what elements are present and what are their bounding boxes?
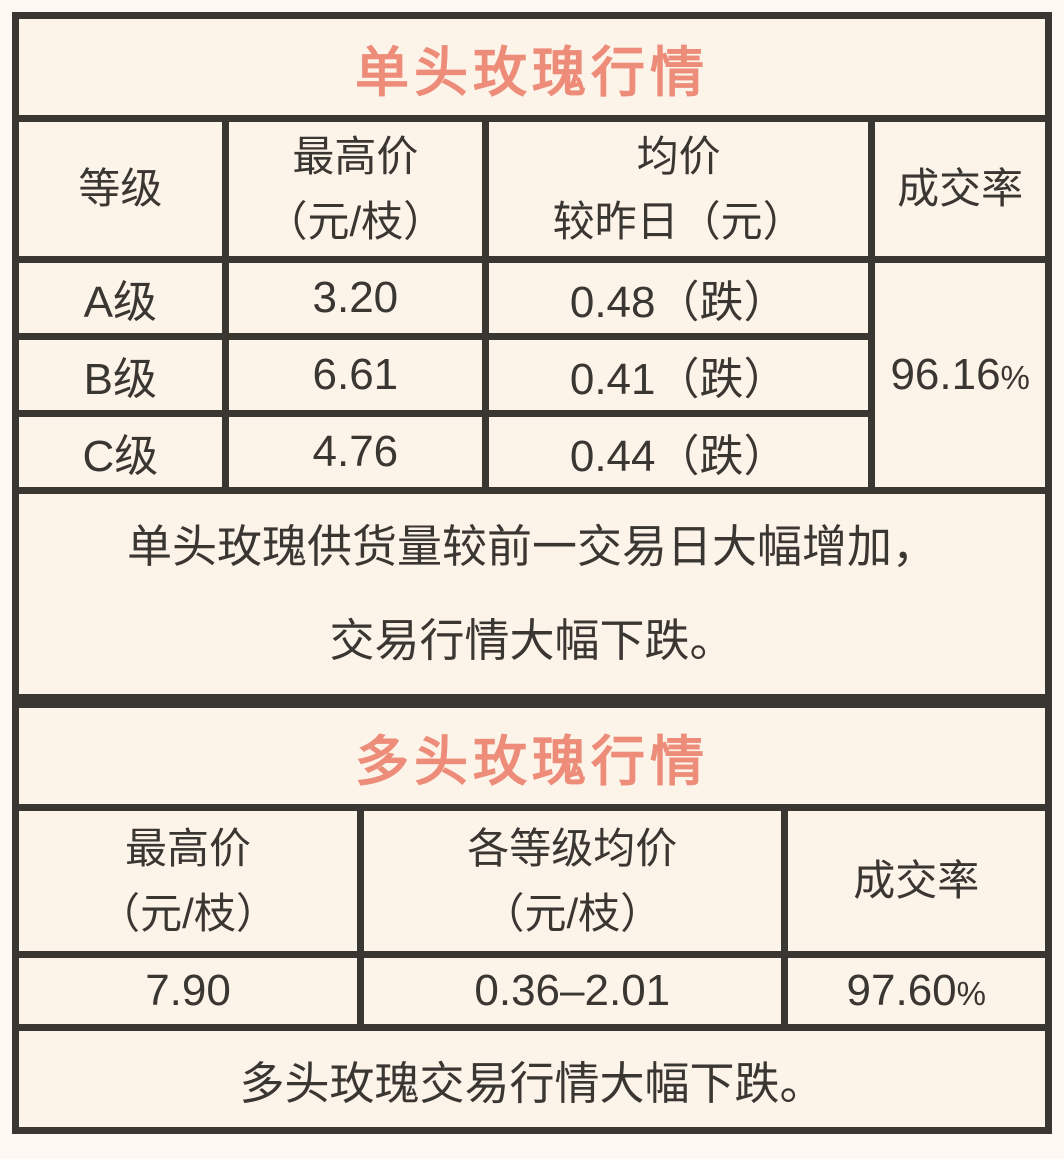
table-row: 最高价 （元/枝） 各等级均价 （元/枝） 成交率 [11, 804, 1053, 958]
col-header-grade-avg-price-line2: （元/枝） [482, 890, 663, 937]
single-head-table-title: 单头玫瑰行情 [12, 12, 1052, 122]
col-header-grade-avg-price: 各等级均价 （元/枝） [357, 804, 788, 958]
single-head-rate: 96.16% [868, 256, 1052, 494]
col-header-grade-avg-price-line1: 各等级均价 [467, 824, 678, 872]
table-row: C级 4.76 0.44（跌） [12, 410, 1049, 494]
table-row: 多头玫瑰交易行情大幅下跌。 [12, 1024, 1052, 1134]
col-header-max-price: 最高价 （元/枝） [221, 115, 490, 263]
multi-head-max-price: 7.90 [11, 951, 365, 1031]
single-head-rate-unit: % [1000, 359, 1030, 396]
col-header-max-price-line1: 最高价 [292, 132, 419, 180]
multi-head-rate-value: 97.60 [846, 966, 957, 1015]
table-row: 7.90 0.36–2.01 97.60% [11, 951, 1053, 1031]
col-header-rate-2: 成交率 [780, 804, 1053, 958]
col-header-rate: 成交率 [868, 115, 1052, 263]
col-header-avg-price-line2: 较昨日（元） [552, 198, 805, 245]
col-header-max-price-2: 最高价 （元/枝） [11, 804, 365, 958]
table-row: 单头玫瑰供货量较前一交易日大幅增加， 交易行情大幅下跌。 [12, 487, 1052, 701]
single-head-rate-value: 96.16 [890, 350, 1001, 399]
multi-head-table-title: 多头玫瑰行情 [12, 701, 1052, 811]
table-row: 等级 最高价 （元/枝） 均价 较昨日（元） 成交率 [12, 115, 1052, 263]
col-header-max-price-2-line1: 最高价 [125, 824, 252, 872]
grade-a-avg-change: 0.48（跌） [481, 256, 876, 340]
col-header-avg-price-line1: 均价 [636, 132, 721, 180]
single-head-note: 单头玫瑰供货量较前一交易日大幅增加， 交易行情大幅下跌。 [12, 487, 1052, 701]
table-row: B级 6.61 0.41（跌） [12, 333, 1049, 417]
single-head-rose-table: 单头玫瑰行情 等级 最高价 （元/枝） 均价 较昨日（元） 成交率 A级 3.2… [12, 12, 1052, 701]
multi-head-rate: 97.60% [780, 951, 1053, 1031]
grade-a-max-price: 3.20 [221, 256, 490, 340]
table-row: 多头玫瑰行情 [12, 701, 1052, 811]
grade-c-avg-change: 0.44（跌） [481, 410, 876, 494]
single-head-note-line2: 交易行情大幅下跌。 [329, 615, 735, 666]
single-head-note-line1: 单头玫瑰供货量较前一交易日大幅增加， [126, 520, 937, 572]
col-header-max-price-2-line2: （元/枝） [98, 890, 278, 937]
grade-c-label: C级 [12, 410, 229, 494]
col-header-grade: 等级 [12, 115, 229, 263]
grade-b-avg-change: 0.41（跌） [481, 333, 876, 417]
multi-head-rate-unit: % [956, 975, 986, 1012]
rose-market-report: 单头玫瑰行情 等级 最高价 （元/枝） 均价 较昨日（元） 成交率 A级 3.2… [11, 12, 1053, 1134]
multi-head-rose-table: 多头玫瑰行情 最高价 （元/枝） 各等级均价 （元/枝） 成交率 7.90 0.… [11, 701, 1053, 1134]
col-header-avg-price: 均价 较昨日（元） [481, 115, 876, 263]
table-row: 单头玫瑰行情 [12, 12, 1052, 122]
grade-b-max-price: 6.61 [221, 333, 490, 417]
multi-head-avg-range: 0.36–2.01 [357, 951, 788, 1031]
multi-head-note: 多头玫瑰交易行情大幅下跌。 [12, 1024, 1052, 1134]
table-row: A级 3.20 0.48（跌） 96.16% [12, 256, 1052, 494]
grade-a-label: A级 [12, 256, 229, 340]
grade-c-max-price: 4.76 [221, 410, 490, 494]
col-header-max-price-line2: （元/枝） [265, 198, 446, 245]
grade-b-label: B级 [12, 333, 229, 417]
